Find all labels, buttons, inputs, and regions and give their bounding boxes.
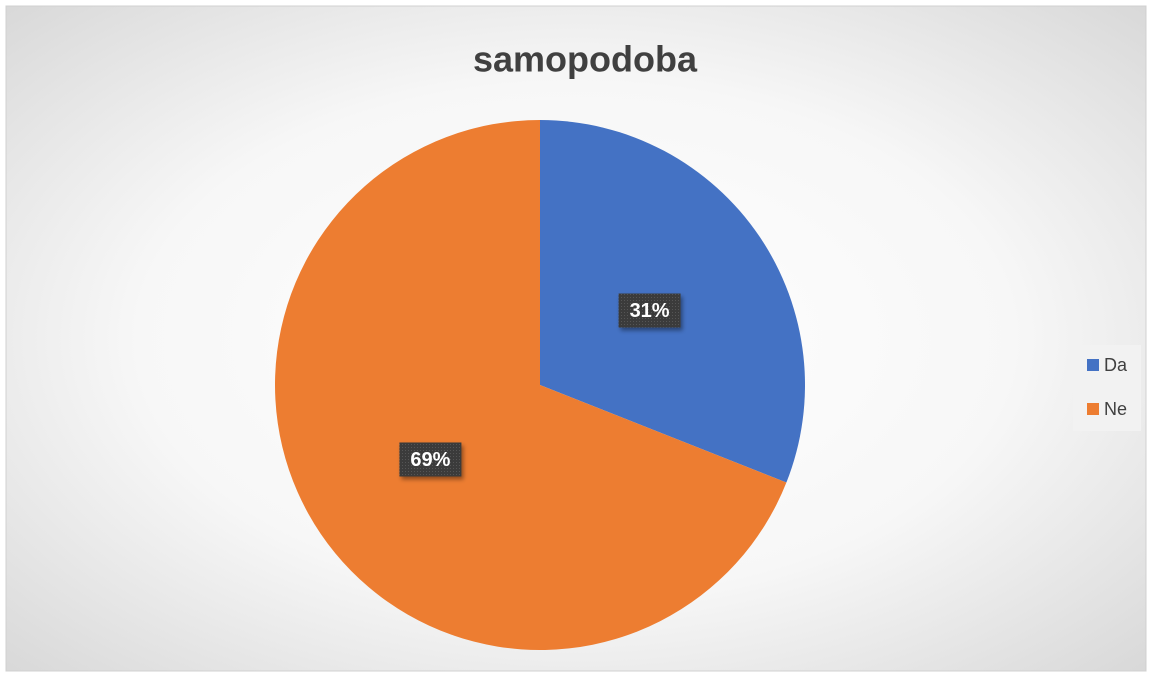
data-label: 69%	[410, 449, 450, 471]
pie-slice	[274, 120, 787, 650]
data-label: 31%	[630, 300, 670, 322]
legend	[1073, 345, 1141, 431]
data-label-box	[399, 442, 462, 477]
legend-label: Da	[1104, 355, 1128, 375]
data-label-box	[618, 293, 681, 328]
chart-title: samopodoba	[473, 39, 698, 80]
legend-swatch	[1087, 359, 1099, 371]
legend-label: Ne	[1104, 399, 1127, 419]
legend-swatch	[1087, 403, 1099, 415]
